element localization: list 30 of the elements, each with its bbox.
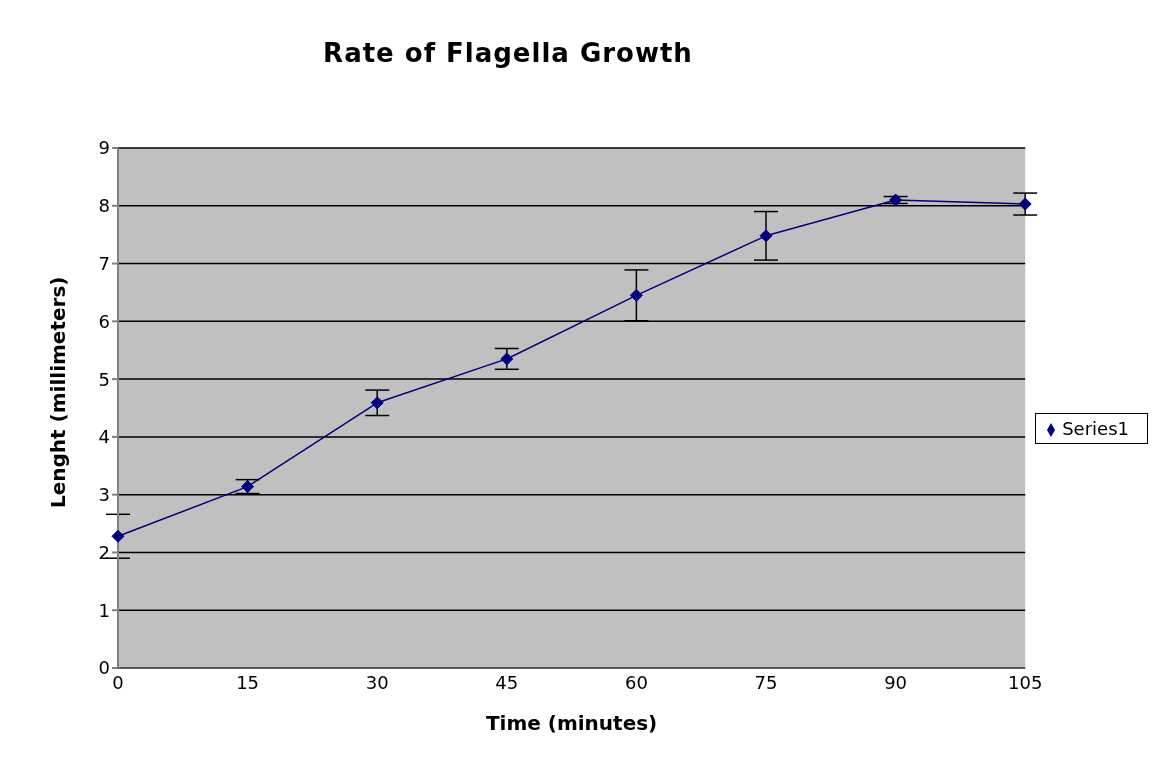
chart-title: Rate of Flagella Growth	[322, 37, 694, 70]
x-tick-label: 105	[1008, 671, 1043, 693]
point	[370, 396, 384, 410]
y-tick-label: 4	[98, 426, 110, 448]
point	[1018, 197, 1032, 211]
x-tick-label: 15	[236, 671, 260, 693]
x-tick-label: 0	[112, 671, 124, 693]
legend-label: Series1	[1062, 417, 1129, 439]
y-tick-label: 8	[98, 195, 110, 217]
y-tick-label: 5	[98, 368, 110, 390]
y-tick-label: 2	[98, 541, 110, 563]
x-tick-label: 30	[365, 671, 389, 693]
point	[889, 193, 903, 207]
point	[629, 288, 643, 302]
y-tick-label: 0	[98, 657, 110, 679]
y-tick-label: 9	[98, 137, 110, 159]
point	[500, 352, 514, 366]
x-axis-title: Time (minutes)	[485, 711, 658, 735]
x-tick-label: 60	[624, 671, 648, 693]
x-tick-label: 75	[754, 671, 778, 693]
y-tick-label: 7	[98, 252, 110, 274]
point	[111, 529, 125, 543]
point	[759, 229, 773, 243]
y-tick-label: 3	[98, 484, 110, 506]
x-tick-label: 45	[495, 671, 519, 693]
y-tick-label: 1	[98, 599, 110, 621]
point	[241, 480, 255, 494]
y-tick-label: 6	[98, 310, 110, 332]
x-tick-label: 90	[884, 671, 908, 693]
y-axis-title: Lenght (millimeters)	[46, 276, 71, 508]
